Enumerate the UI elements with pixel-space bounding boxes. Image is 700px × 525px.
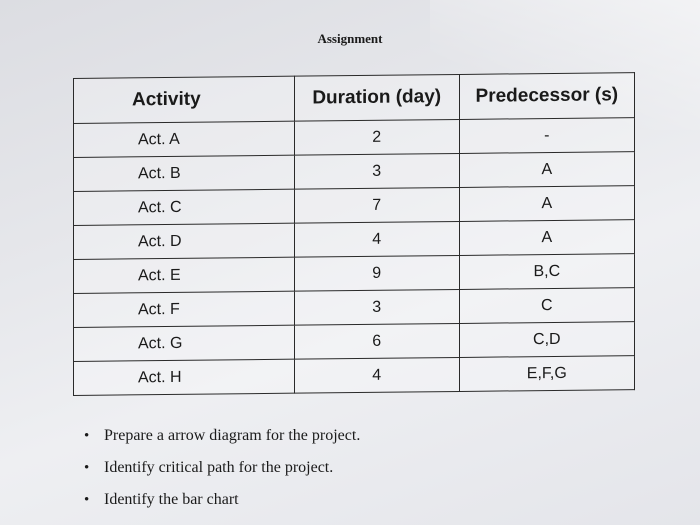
activity-cell: Act. G <box>73 325 295 362</box>
duration-cell: 3 <box>294 289 460 326</box>
predecessor-cell: C <box>459 287 635 324</box>
activity-cell: Act. C <box>73 189 295 226</box>
table-row: Act. H 4 E,F,G <box>73 355 635 396</box>
header-predecessor: Predecessor (s) <box>459 72 635 120</box>
activity-cell: Act. F <box>73 291 295 328</box>
task-text: Identify critical path for the project. <box>104 459 334 476</box>
header-activity: Activity <box>73 76 295 124</box>
duration-cell: 4 <box>294 357 460 394</box>
predecessor-cell: A <box>459 151 635 188</box>
list-item: • Prepare a arrow diagram for the projec… <box>84 420 360 452</box>
page-title: Assignment <box>317 31 383 46</box>
duration-cell: 4 <box>294 221 460 258</box>
activity-cell: Act. H <box>73 359 295 396</box>
activity-cell: Act. B <box>73 155 295 192</box>
predecessor-cell: - <box>459 117 635 154</box>
bullet-icon: • <box>84 491 90 508</box>
task-text: Identify the bar chart <box>104 491 239 508</box>
duration-cell: 2 <box>294 119 460 156</box>
task-text: Prepare a arrow diagram for the project. <box>104 427 361 444</box>
activity-cell: Act. D <box>73 223 295 260</box>
activity-table: Activity Duration (day) Predecessor (s) … <box>73 72 635 396</box>
activity-cell: Act. A <box>73 121 295 158</box>
header-duration: Duration (day) <box>294 74 460 122</box>
duration-cell: 7 <box>294 187 460 224</box>
predecessor-cell: B,C <box>459 253 635 290</box>
activity-cell: Act. E <box>73 257 295 294</box>
duration-cell: 6 <box>294 323 460 360</box>
table-header-row: Activity Duration (day) Predecessor (s) <box>73 72 635 124</box>
bullet-icon: • <box>84 427 90 444</box>
bullet-icon: • <box>84 459 90 476</box>
duration-cell: 9 <box>294 255 460 292</box>
duration-cell: 3 <box>294 153 460 190</box>
predecessor-cell: C,D <box>459 321 635 358</box>
list-item: • Identify the bar chart <box>84 484 360 516</box>
list-item: • Identify critical path for the project… <box>84 452 360 484</box>
predecessor-cell: E,F,G <box>459 355 635 392</box>
task-list: • Prepare a arrow diagram for the projec… <box>84 420 360 516</box>
predecessor-cell: A <box>459 219 635 256</box>
predecessor-cell: A <box>459 185 635 222</box>
